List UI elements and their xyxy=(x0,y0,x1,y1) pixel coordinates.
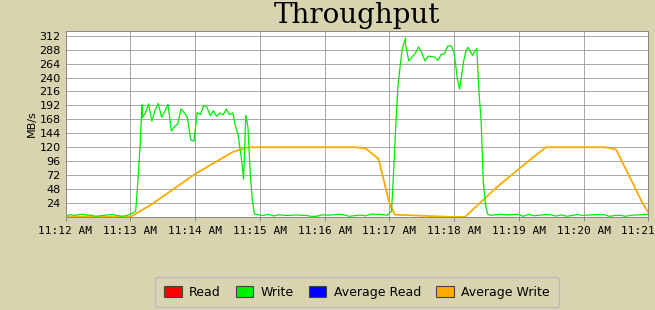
Title: Throughput: Throughput xyxy=(274,2,440,29)
Legend: Read, Write, Average Read, Average Write: Read, Write, Average Read, Average Write xyxy=(155,277,559,308)
Y-axis label: MB/s: MB/s xyxy=(26,111,37,137)
